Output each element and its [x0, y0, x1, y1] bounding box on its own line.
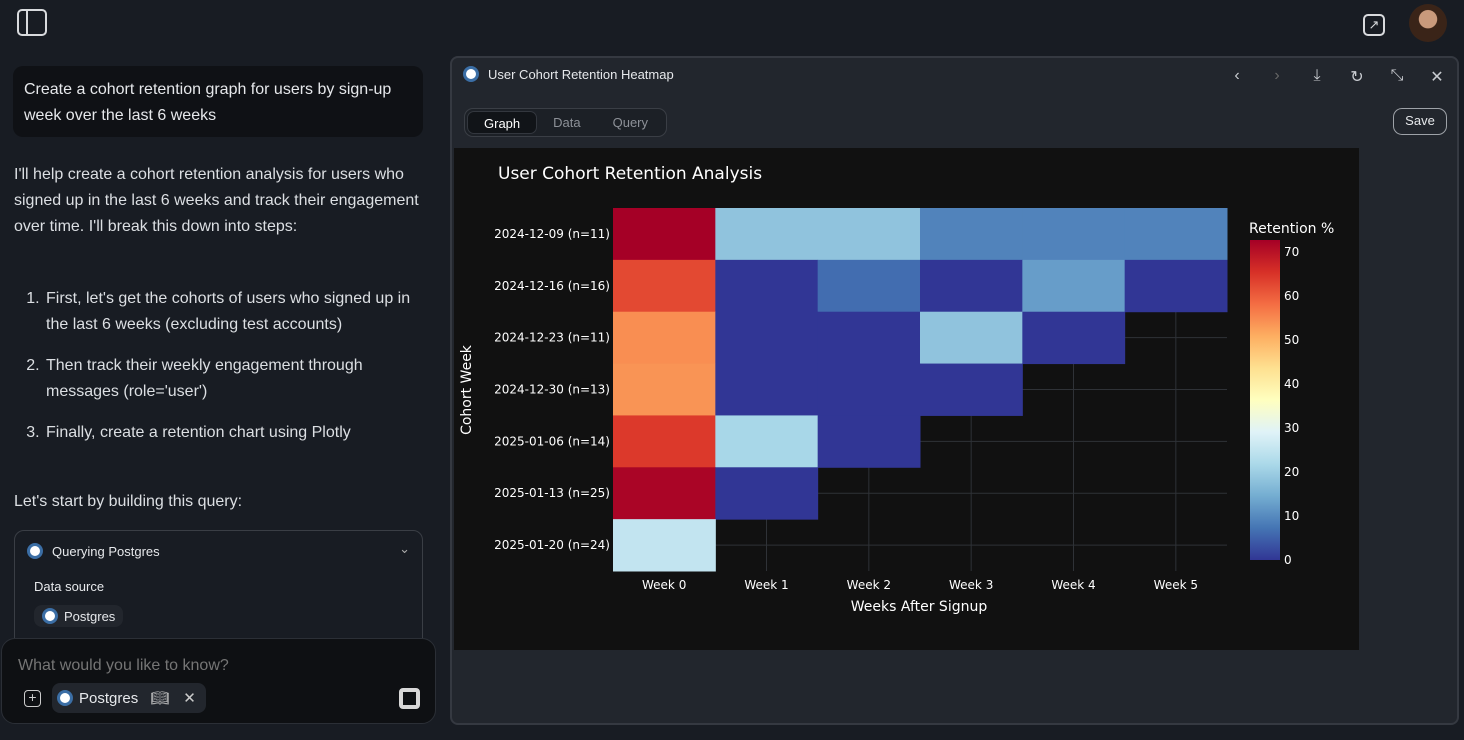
- heatmap-cell[interactable]: [613, 259, 716, 313]
- y-tick-label: 2024-12-30 (n=13): [494, 383, 610, 397]
- heatmap-cell[interactable]: [817, 311, 921, 365]
- x-tick-label: Week 2: [847, 578, 891, 592]
- heatmap-cell[interactable]: [920, 259, 1023, 313]
- data-source-chip[interactable]: Postgres: [34, 605, 124, 627]
- colorbar-tick-label: 40: [1284, 377, 1299, 391]
- heatmap-cell[interactable]: [715, 259, 819, 313]
- followup-text: Let's start by building this query:: [14, 493, 243, 510]
- y-tick-label: 2025-01-20 (n=24): [494, 538, 610, 552]
- source-chip-label: Postgres: [79, 689, 139, 707]
- tab-data[interactable]: Data: [553, 115, 581, 130]
- colorbar-tick-label: 70: [1284, 245, 1299, 259]
- panel-title: User Cohort Retention Heatmap: [488, 66, 674, 82]
- heatmap-cell[interactable]: [1124, 259, 1228, 313]
- heatmap-cell[interactable]: [817, 259, 921, 313]
- chevron-right-icon[interactable]: ›: [1274, 67, 1280, 84]
- stop-icon[interactable]: [399, 688, 420, 709]
- heatmap-cell[interactable]: [920, 363, 1023, 416]
- add-icon[interactable]: +: [24, 690, 41, 707]
- heatmap-cell[interactable]: [817, 208, 921, 261]
- heatmap-cell[interactable]: [613, 311, 716, 365]
- x-tick-label: Week 5: [1154, 578, 1198, 592]
- query-card-title: Querying Postgres: [52, 543, 160, 559]
- colorbar-tick-label: 30: [1284, 421, 1299, 435]
- chat-composer: + Postgres 📖︎ ✕: [1, 638, 436, 724]
- heatmap-cell[interactable]: [1022, 259, 1126, 313]
- assistant-intro: I'll help create a cohort retention anal…: [14, 166, 419, 235]
- collapse-icon[interactable]: ⤡: [1390, 67, 1404, 84]
- heatmap-chart[interactable]: User Cohort Retention Analysis Weeks Aft…: [454, 148, 1359, 650]
- refresh-icon[interactable]: ↻: [1350, 69, 1364, 86]
- user-message: Create a cohort retention graph for user…: [13, 66, 423, 137]
- y-tick-label: 2025-01-06 (n=14): [494, 434, 610, 448]
- x-tick-label: Week 4: [1051, 578, 1095, 592]
- artifact-panel: User Cohort Retention Heatmap ‹ › ⤓ ↻ ⤡ …: [450, 56, 1459, 725]
- chevron-left-icon[interactable]: ‹: [1234, 67, 1240, 84]
- close-icon[interactable]: ✕: [1430, 69, 1444, 86]
- heatmap-cell[interactable]: [613, 519, 716, 572]
- chat-input[interactable]: [18, 657, 418, 675]
- chart-area[interactable]: User Cohort Retention Analysis Weeks Aft…: [454, 148, 1359, 650]
- step-item: First, let's get the cohorts of users wh…: [44, 286, 414, 338]
- heatmap-cell[interactable]: [715, 415, 819, 468]
- colorbar-tick-label: 20: [1284, 465, 1299, 479]
- y-axis-title: Cohort Week: [459, 344, 475, 435]
- book-icon[interactable]: 📖︎: [150, 690, 170, 707]
- tab-graph[interactable]: Graph: [467, 111, 538, 134]
- heatmap-cell[interactable]: [613, 467, 716, 520]
- data-source-name: Postgres: [64, 608, 116, 624]
- colorbar-tick-label: 50: [1284, 333, 1299, 347]
- colorbar: [1250, 240, 1280, 560]
- postgres-icon: [463, 66, 479, 82]
- heatmap-cell[interactable]: [1124, 208, 1228, 261]
- heatmap-cell[interactable]: [715, 467, 819, 520]
- colorbar-tick-label: 60: [1284, 289, 1299, 303]
- heatmap-cell[interactable]: [817, 415, 921, 468]
- y-tick-label: 2025-01-13 (n=25): [494, 486, 610, 500]
- step-item: Finally, create a retention chart using …: [44, 420, 414, 446]
- colorbar-tick-label: 0: [1284, 553, 1292, 567]
- x-axis-title: Weeks After Signup: [851, 599, 988, 615]
- heatmap-cell[interactable]: [1022, 311, 1126, 365]
- heatmap-cell[interactable]: [613, 363, 716, 416]
- heatmap-cell[interactable]: [715, 311, 819, 365]
- heatmap-cell[interactable]: [613, 415, 716, 468]
- close-icon[interactable]: ✕: [183, 690, 196, 707]
- tab-bar: Graph Data Query: [464, 108, 668, 137]
- x-tick-label: Week 0: [642, 578, 686, 592]
- save-button[interactable]: Save: [1393, 108, 1447, 135]
- postgres-icon: [27, 543, 43, 559]
- external-link-icon[interactable]: ↗: [1363, 14, 1385, 36]
- query-card: Querying Postgres ⌄ Data source Postgres: [14, 530, 423, 660]
- y-tick-label: 2024-12-09 (n=11): [494, 227, 610, 241]
- avatar[interactable]: [1409, 4, 1447, 42]
- y-tick-label: 2024-12-16 (n=16): [494, 279, 610, 293]
- heatmap-cell[interactable]: [613, 208, 716, 261]
- heatmap-cell[interactable]: [817, 363, 921, 416]
- postgres-icon: [57, 690, 73, 706]
- data-source-label: Data source: [34, 579, 105, 594]
- heatmap-cell[interactable]: [715, 208, 819, 261]
- colorbar-title: Retention %: [1249, 221, 1334, 237]
- x-tick-label: Week 3: [949, 578, 993, 592]
- source-chip[interactable]: Postgres 📖︎ ✕: [52, 683, 206, 713]
- steps-list: First, let's get the cohorts of users wh…: [24, 286, 414, 461]
- x-tick-label: Week 1: [744, 578, 788, 592]
- chart-title: User Cohort Retention Analysis: [498, 164, 762, 184]
- step-item: Then track their weekly engagement throu…: [44, 353, 414, 405]
- download-icon[interactable]: ⤓: [1313, 67, 1321, 84]
- tab-query[interactable]: Query: [612, 115, 649, 130]
- heatmap-cell[interactable]: [1022, 208, 1126, 261]
- y-tick-label: 2024-12-23 (n=11): [494, 331, 610, 345]
- heatmap-cell[interactable]: [920, 311, 1023, 365]
- heatmap-cell[interactable]: [920, 208, 1023, 261]
- heatmap-cell[interactable]: [715, 363, 819, 416]
- colorbar-tick-label: 10: [1284, 509, 1299, 523]
- sidebar-toggle-icon[interactable]: [17, 9, 47, 36]
- postgres-icon: [42, 608, 58, 624]
- chevron-down-icon[interactable]: ⌄: [399, 541, 410, 556]
